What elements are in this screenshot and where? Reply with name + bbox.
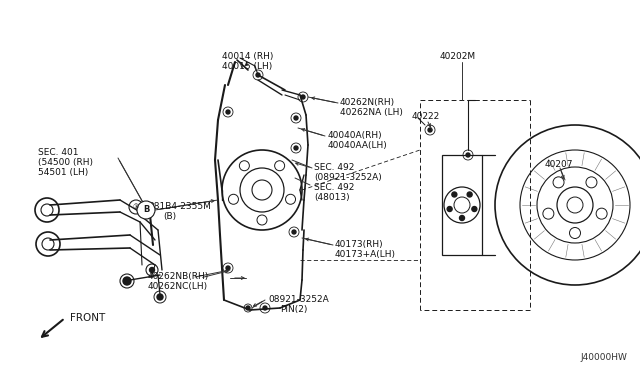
Circle shape <box>452 192 457 197</box>
Text: 40262NB(RH): 40262NB(RH) <box>148 272 209 281</box>
Circle shape <box>292 230 296 234</box>
Text: B: B <box>143 205 149 215</box>
Circle shape <box>123 277 131 285</box>
Text: SEC. 492: SEC. 492 <box>314 163 355 172</box>
Text: 40202M: 40202M <box>440 52 476 61</box>
Circle shape <box>137 201 155 219</box>
Text: 081B4-2355M: 081B4-2355M <box>148 202 211 211</box>
Text: ③: ③ <box>133 204 139 210</box>
Circle shape <box>246 306 250 310</box>
Circle shape <box>466 153 470 157</box>
Text: 40014 (RH): 40014 (RH) <box>222 52 273 61</box>
Text: 54501 (LH): 54501 (LH) <box>38 168 88 177</box>
Circle shape <box>157 294 163 300</box>
Circle shape <box>467 192 472 197</box>
Text: 40040A(RH): 40040A(RH) <box>328 131 383 140</box>
Text: J40000HW: J40000HW <box>580 353 627 362</box>
Circle shape <box>263 306 267 310</box>
Circle shape <box>447 206 452 212</box>
Text: 40222: 40222 <box>412 112 440 121</box>
Text: SEC. 401: SEC. 401 <box>38 148 79 157</box>
Text: FRONT: FRONT <box>70 313 105 323</box>
Text: 40015 (LH): 40015 (LH) <box>222 62 272 71</box>
Circle shape <box>460 215 465 221</box>
Circle shape <box>150 267 154 273</box>
Text: 40207: 40207 <box>545 160 573 169</box>
Text: (48013): (48013) <box>314 193 349 202</box>
Text: PIN(2): PIN(2) <box>280 305 307 314</box>
Bar <box>442 155 482 255</box>
Text: 08921-3252A: 08921-3252A <box>268 295 329 304</box>
Circle shape <box>301 95 305 99</box>
Circle shape <box>472 206 477 212</box>
Circle shape <box>428 128 432 132</box>
Text: 40173+A(LH): 40173+A(LH) <box>335 250 396 259</box>
Text: SEC. 492: SEC. 492 <box>314 183 355 192</box>
Text: (B): (B) <box>163 212 176 221</box>
Circle shape <box>294 116 298 120</box>
Text: (54500 (RH): (54500 (RH) <box>38 158 93 167</box>
Circle shape <box>294 146 298 150</box>
Text: (08921-3252A): (08921-3252A) <box>314 173 381 182</box>
Text: 40262N(RH): 40262N(RH) <box>340 98 395 107</box>
Circle shape <box>226 266 230 270</box>
Text: 40262NA (LH): 40262NA (LH) <box>340 108 403 117</box>
Circle shape <box>256 73 260 77</box>
Text: 40040AA(LH): 40040AA(LH) <box>328 141 388 150</box>
Text: 40173(RH): 40173(RH) <box>335 240 383 249</box>
Text: 40262NC(LH): 40262NC(LH) <box>148 282 208 291</box>
Circle shape <box>226 110 230 114</box>
